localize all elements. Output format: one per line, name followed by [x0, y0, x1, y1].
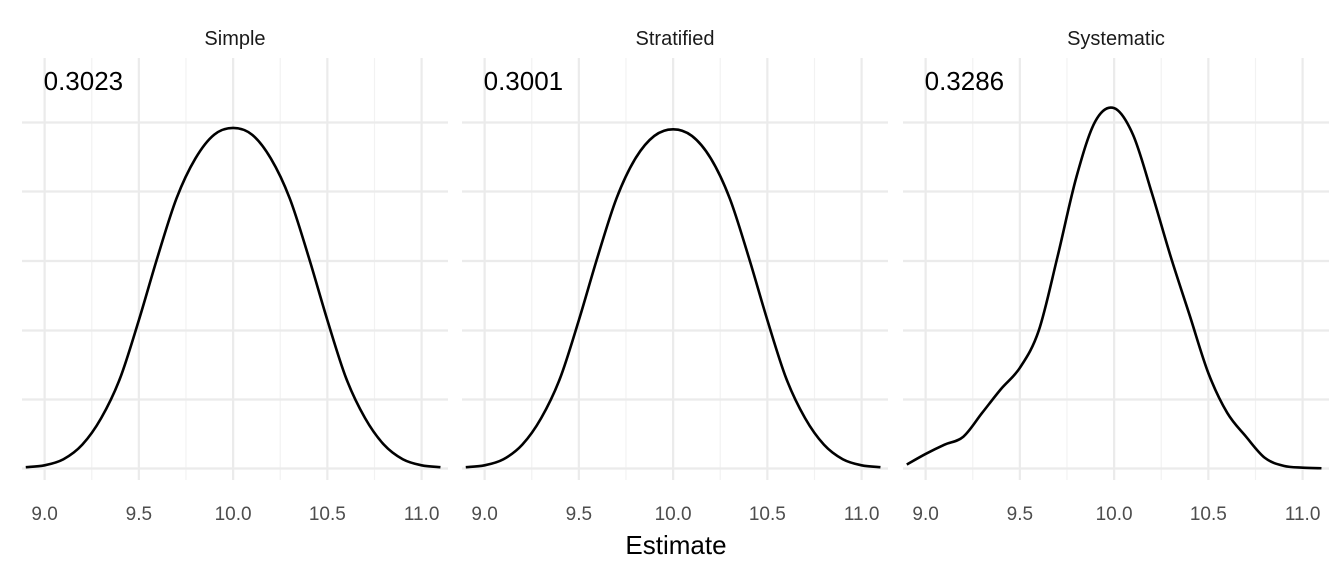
panel-title: Systematic — [1067, 28, 1165, 50]
x-tick-label: 10.5 — [309, 504, 346, 525]
x-tick-label: 10.0 — [1096, 504, 1133, 525]
x-tick-label: 10.0 — [655, 504, 692, 525]
density-line — [465, 128, 881, 469]
panel-annotation: 0.3001 — [484, 66, 564, 96]
x-tick-label: 9.5 — [566, 504, 592, 525]
x-tick-label: 11.0 — [404, 504, 440, 525]
x-tick-label: 9.5 — [126, 504, 152, 525]
panel-title: Stratified — [636, 28, 715, 50]
x-tick-label: 9.0 — [31, 504, 57, 525]
x-tick-label: 11.0 — [844, 504, 880, 525]
x-tick-label: 10.5 — [749, 504, 786, 525]
x-tick-label: 11.0 — [1285, 504, 1321, 525]
panel-annotation: 0.3286 — [925, 66, 1005, 96]
density-line — [906, 106, 1322, 470]
x-axis-title: Estimate — [625, 530, 726, 560]
density-line — [25, 126, 441, 469]
x-tick-label: 9.5 — [1007, 504, 1033, 525]
x-tick-label: 9.0 — [912, 504, 938, 525]
panel-annotation: 0.3023 — [44, 66, 124, 96]
panel-title: Simple — [204, 28, 265, 50]
x-tick-label: 10.0 — [215, 504, 252, 525]
x-tick-label: 10.5 — [1190, 504, 1227, 525]
x-tick-label: 9.0 — [471, 504, 497, 525]
